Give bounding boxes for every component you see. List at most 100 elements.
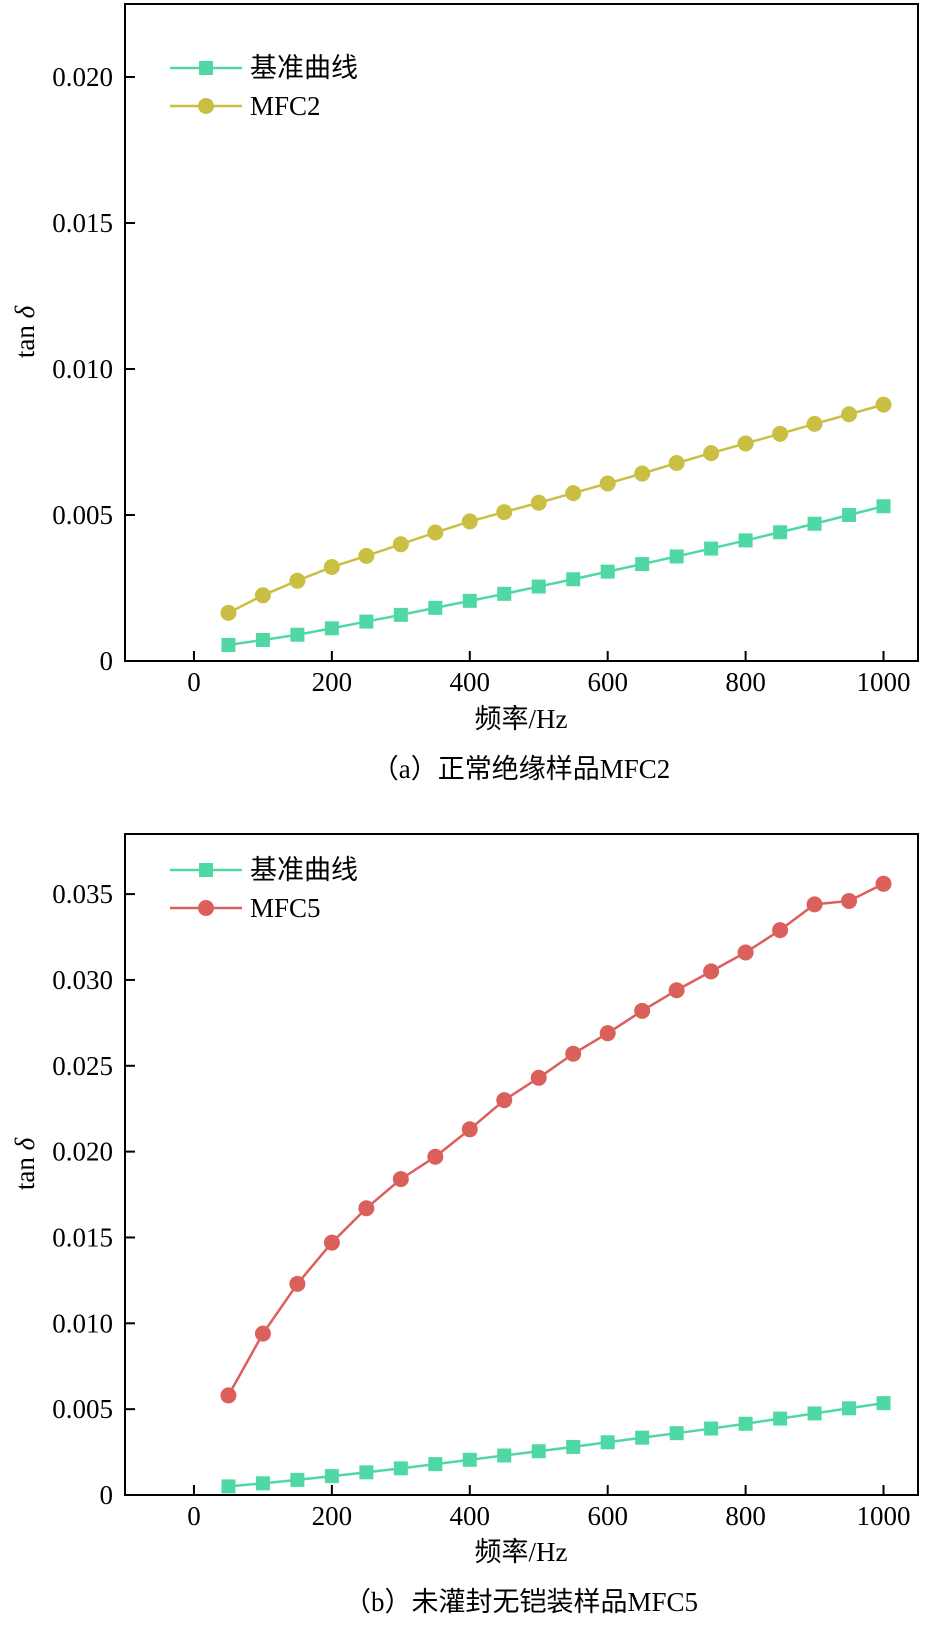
data-point-circle <box>841 892 858 909</box>
plot-frame <box>124 3 919 662</box>
axis-ticks: 0 200 400 600 800 1000 0 0.005 0.010 0.015 0.020 <box>52 62 910 697</box>
data-point-circle <box>599 475 616 492</box>
data-point-circle <box>565 485 582 502</box>
data-point-circle <box>427 1148 444 1165</box>
series-line <box>227 882 885 1397</box>
data-point-circle <box>461 1121 478 1138</box>
data-point-square <box>635 1430 650 1445</box>
data-point-circle <box>565 1045 582 1062</box>
data-point-square <box>807 1406 822 1421</box>
data-point-square <box>497 586 512 601</box>
legend-marker-square <box>199 61 213 75</box>
y-tick-label: 0.035 <box>52 879 113 909</box>
data-point-square <box>221 1479 236 1494</box>
data-point-square <box>324 621 339 636</box>
data-point-circle <box>668 455 685 472</box>
y-tick-label: 0.010 <box>52 1308 113 1338</box>
panel-caption: （a）正常绝缘样品MFC2 <box>372 754 671 784</box>
data-point-square <box>359 1465 374 1480</box>
data-point-square <box>738 1416 753 1431</box>
y-tick-label: 0.015 <box>52 208 113 238</box>
data-point-square <box>876 1396 891 1411</box>
x-tick-label: 1000 <box>857 1501 911 1531</box>
x-tick-label: 0 <box>187 667 201 697</box>
data-point-circle <box>875 875 892 892</box>
y-axis-label-main: tan <box>10 325 40 358</box>
panel-caption: （b）未灌封无铠装样品MFC5 <box>344 1587 698 1617</box>
legend-marker-circle <box>198 900 214 916</box>
data-point-circle <box>703 445 720 462</box>
data-point-circle <box>737 944 754 961</box>
data-point-circle <box>703 963 720 980</box>
data-point-square <box>497 1448 512 1463</box>
data-point-square <box>462 1452 477 1467</box>
y-axis-label-main: tan <box>10 1157 40 1190</box>
data-point-circle <box>737 435 754 452</box>
series-group <box>220 396 892 652</box>
data-point-square <box>635 557 650 572</box>
y-tick-label: 0.005 <box>52 1394 113 1424</box>
data-point-square <box>393 1461 408 1476</box>
data-point-circle <box>599 1025 616 1042</box>
data-point-square <box>531 1444 546 1459</box>
plot-frame <box>124 833 919 1496</box>
data-point-square <box>221 637 236 652</box>
x-tick-label: 1000 <box>857 667 911 697</box>
data-point-square <box>773 525 788 540</box>
data-point-square <box>255 1476 270 1491</box>
data-point-square <box>393 607 408 622</box>
data-point-square <box>669 549 684 564</box>
y-tick-label: 0.005 <box>52 500 113 530</box>
data-point-square <box>324 1469 339 1484</box>
y-tick-label: 0.020 <box>52 1137 113 1167</box>
y-axis-label: tan δ <box>10 305 40 358</box>
data-point-square <box>255 632 270 647</box>
data-point-circle <box>289 1275 306 1292</box>
axis-ticks: 0 200 400 600 800 1000 0 0.005 0.010 0.015 0.020 0.… <box>52 879 910 1531</box>
data-point-circle <box>806 896 823 913</box>
data-point-circle <box>461 513 478 530</box>
chart-panel-b: 0 200 400 600 800 1000 0 0.005 0.010 0.015 0.020 0.… <box>10 833 919 1617</box>
y-tick-label: 0.020 <box>52 62 113 92</box>
data-point-circle <box>634 1002 651 1019</box>
data-point-circle <box>772 922 789 939</box>
y-axis-label-symbol: δ <box>10 1137 40 1150</box>
data-point-circle <box>772 425 789 442</box>
legend-marker-circle <box>198 98 214 114</box>
data-point-circle <box>289 572 306 589</box>
data-point-circle <box>530 494 547 511</box>
series-group <box>220 875 892 1494</box>
data-point-circle <box>496 504 513 521</box>
y-tick-label: 0 <box>100 646 114 676</box>
data-point-circle <box>806 415 823 432</box>
data-point-circle <box>254 1325 271 1342</box>
x-tick-label: 600 <box>587 1501 628 1531</box>
data-point-square <box>290 627 305 642</box>
x-tick-label: 400 <box>450 667 491 697</box>
data-point-circle <box>392 1171 409 1188</box>
data-point-square <box>704 541 719 556</box>
x-tick-label: 800 <box>725 667 766 697</box>
data-point-circle <box>841 406 858 423</box>
x-tick-label: 0 <box>187 1501 201 1531</box>
data-point-circle <box>668 982 685 999</box>
x-axis-label: 频率/Hz <box>475 1537 568 1567</box>
y-tick-label: 0.025 <box>52 1051 113 1081</box>
y-tick-label: 0.030 <box>52 965 113 995</box>
data-point-square <box>669 1426 684 1441</box>
data-point-circle <box>427 524 444 541</box>
y-axis-label: tan δ <box>10 1137 40 1190</box>
y-tick-label: 0.015 <box>52 1222 113 1252</box>
data-point-square <box>290 1472 305 1487</box>
legend-marker-square <box>199 863 213 877</box>
x-tick-label: 600 <box>587 667 628 697</box>
data-point-circle <box>358 1200 375 1217</box>
data-point-square <box>773 1411 788 1426</box>
legend-label: 基准曲线 <box>250 53 358 83</box>
data-point-square <box>876 499 891 514</box>
chart-panel-a: 0 200 400 600 800 1000 0 0.005 0.010 0.015 0.020 基… <box>10 3 919 784</box>
data-point-square <box>566 572 581 587</box>
data-point-circle <box>323 1234 340 1251</box>
data-point-square <box>807 516 822 531</box>
